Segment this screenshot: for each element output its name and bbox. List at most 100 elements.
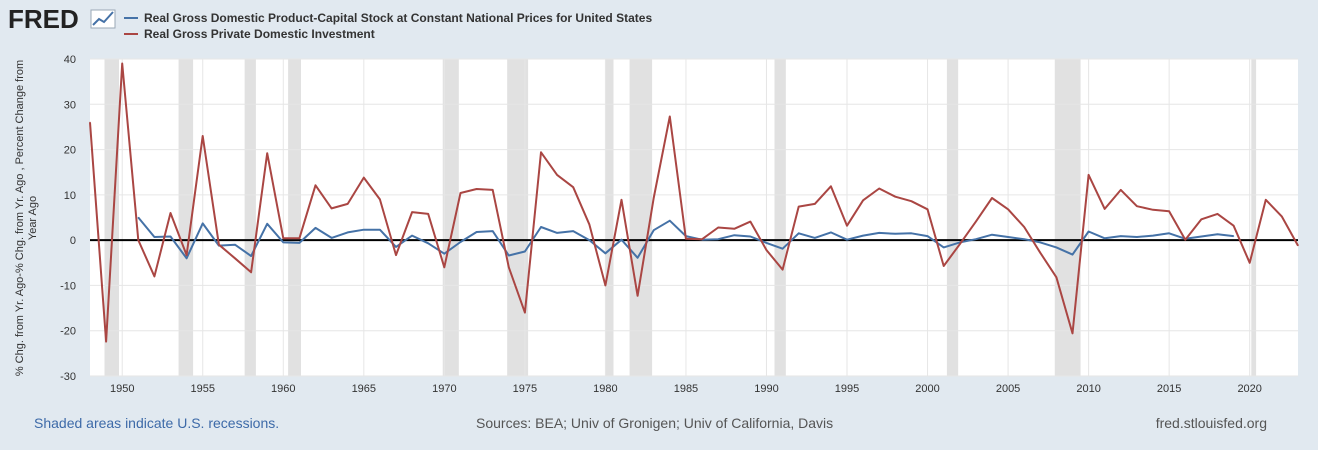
y-axis-label-line1: % Chg. from Yr. Ago-% Chg. from Yr. Ago … — [14, 60, 26, 376]
data-point — [153, 236, 156, 238]
data-point — [781, 268, 784, 271]
recession-band — [629, 59, 653, 376]
data-point — [169, 212, 172, 214]
x-tick-label: 2020 — [1237, 383, 1261, 395]
data-point — [878, 187, 880, 190]
data-point — [862, 235, 864, 237]
x-tick-label: 2015 — [1157, 383, 1181, 395]
data-point — [685, 238, 687, 240]
data-point — [1039, 241, 1041, 244]
data-point — [331, 237, 333, 239]
data-point — [765, 242, 768, 244]
site-link[interactable]: fred.stlouisfed.org — [1155, 415, 1267, 431]
data-point — [475, 231, 478, 233]
data-point — [1200, 235, 1202, 238]
data-point — [926, 235, 929, 237]
fred-logo[interactable]: FRED — [8, 4, 116, 34]
data-point — [556, 232, 558, 234]
recession-band — [774, 59, 786, 376]
data-point — [508, 254, 510, 257]
x-tick-label: 1985 — [674, 383, 698, 395]
data-point — [202, 135, 204, 137]
data-point — [1265, 199, 1267, 201]
data-point — [1007, 236, 1009, 238]
x-tick-label: 1965 — [352, 383, 376, 395]
y-tick-label: 10 — [64, 190, 76, 202]
data-point — [1297, 244, 1299, 247]
data-point — [395, 246, 397, 248]
data-point — [814, 203, 816, 205]
data-point — [1232, 225, 1235, 227]
recession-note-link[interactable]: Shaded areas indicate U.S. recessions. — [34, 415, 280, 431]
recession-band — [442, 59, 459, 376]
data-point — [89, 121, 91, 123]
sources-text: Sources: BEA; Univ of Gronigen; Univ of … — [476, 415, 834, 431]
data-point — [1104, 237, 1106, 239]
data-point — [910, 232, 913, 234]
data-point — [105, 340, 107, 343]
y-tick-label: 20 — [64, 145, 76, 157]
data-point — [379, 229, 381, 231]
data-point — [137, 216, 139, 219]
data-point — [427, 242, 429, 244]
x-tick-label: 1955 — [191, 383, 215, 395]
recession-band — [178, 59, 194, 376]
data-point — [443, 266, 445, 268]
data-point — [363, 177, 365, 179]
data-point — [620, 199, 623, 201]
data-point — [347, 203, 349, 205]
data-point — [411, 235, 413, 237]
y-axis-label-text: % Chg. from Yr. Ago-% Chg. from Yr. Ago … — [14, 60, 39, 376]
data-point — [959, 243, 961, 245]
data-point — [717, 226, 719, 229]
data-point — [331, 207, 333, 210]
data-point — [298, 242, 300, 244]
data-point — [508, 266, 510, 268]
data-point — [975, 220, 977, 223]
data-point — [250, 255, 252, 257]
recession-band — [1054, 59, 1081, 376]
data-point — [975, 238, 977, 240]
x-tick-label: 1960 — [271, 383, 295, 395]
data-point — [943, 246, 945, 248]
data-point — [459, 192, 462, 194]
data-point — [1136, 236, 1138, 238]
data-point — [717, 238, 719, 240]
data-point — [218, 244, 220, 246]
data-point — [637, 257, 639, 259]
data-point — [814, 237, 816, 239]
data-point — [588, 239, 590, 241]
data-point — [1055, 276, 1057, 278]
data-point — [540, 151, 542, 153]
data-point — [733, 228, 735, 230]
data-point — [1168, 210, 1170, 212]
data-point — [1216, 233, 1219, 235]
data-point — [524, 312, 526, 314]
data-point — [910, 200, 913, 202]
data-point — [492, 230, 494, 232]
data-point — [669, 115, 671, 118]
data-point — [1120, 235, 1122, 237]
data-point — [653, 197, 655, 199]
data-point — [604, 284, 607, 287]
data-point — [1232, 235, 1235, 237]
data-point — [153, 275, 156, 277]
data-point — [540, 226, 542, 228]
data-point — [524, 250, 526, 253]
data-point — [282, 241, 284, 244]
recession-band — [1251, 59, 1257, 376]
y-tick-label: 30 — [64, 99, 76, 111]
data-point — [572, 186, 574, 188]
data-point — [749, 220, 751, 223]
x-tick-label: 1980 — [593, 383, 617, 395]
data-point — [379, 198, 381, 200]
data-point — [314, 184, 317, 186]
data-point — [798, 206, 800, 208]
data-point — [186, 254, 188, 256]
data-point — [1281, 215, 1283, 218]
data-point — [1136, 205, 1138, 207]
data-point — [1168, 232, 1170, 234]
y-tick-label: -20 — [60, 326, 76, 338]
data-point — [878, 232, 880, 234]
recession-band — [946, 59, 959, 376]
